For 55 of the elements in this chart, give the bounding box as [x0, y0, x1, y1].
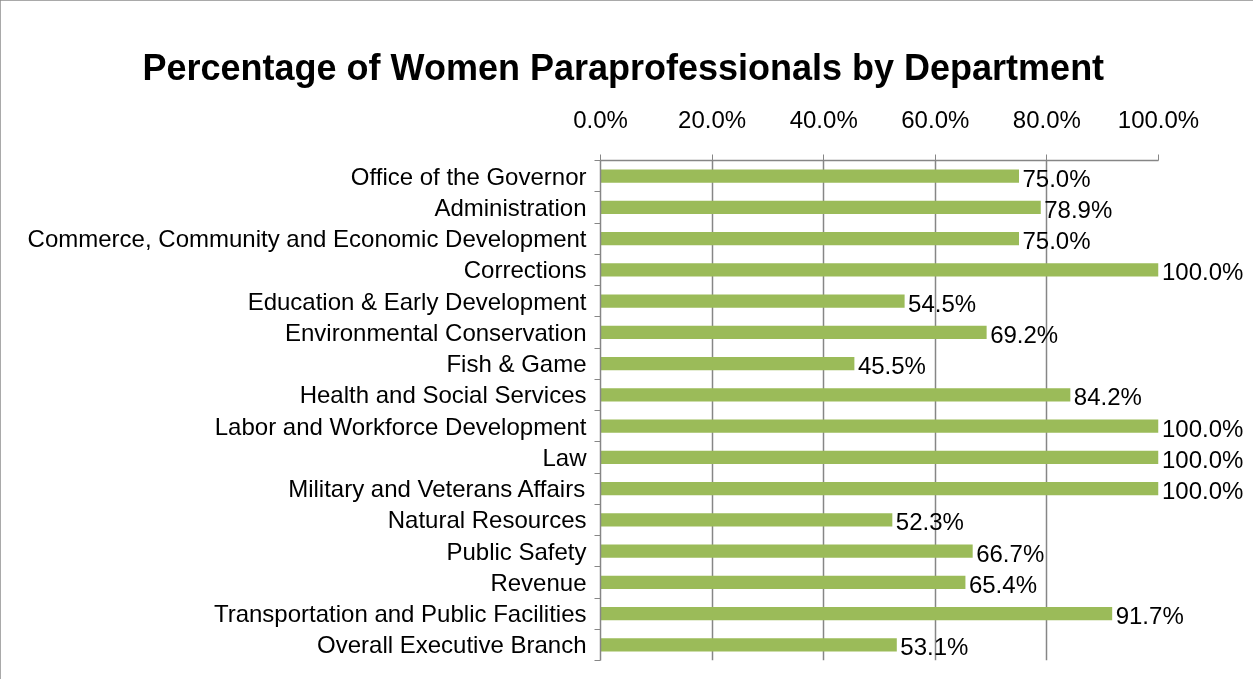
y-tick-label: Revenue — [490, 568, 587, 596]
bar — [600, 325, 987, 339]
x-tick-label: 80.0% — [1012, 105, 1081, 133]
data-label: 54.5% — [908, 289, 977, 318]
bar — [600, 263, 1159, 277]
bar — [600, 482, 1159, 496]
x-tick-label: 40.0% — [789, 105, 858, 133]
data-label: 100.0% — [1162, 477, 1244, 506]
bar — [600, 575, 966, 589]
data-label: 100.0% — [1162, 414, 1244, 443]
data-label: 65.4% — [968, 570, 1037, 599]
x-tick-label: 0.0% — [573, 105, 628, 133]
data-label: 100.0% — [1162, 445, 1244, 474]
y-tick-label: Health and Social Services — [299, 381, 587, 409]
x-tick-label: 20.0% — [678, 105, 747, 133]
y-tick-label: Fish & Game — [446, 350, 587, 378]
y-tick-label: Education & Early Development — [247, 287, 587, 315]
bar — [600, 388, 1071, 402]
y-tick-label: Office of the Governor — [350, 162, 587, 190]
bar — [600, 638, 897, 652]
y-tick-label: Labor and Workforce Development — [214, 412, 587, 440]
y-tick-label: Military and Veterans Affairs — [288, 475, 586, 503]
bar — [600, 544, 973, 558]
chart-title: Percentage of Women Paraprofessionals by Department — [142, 46, 1105, 88]
data-label: 84.2% — [1073, 383, 1142, 412]
data-label: 69.2% — [990, 320, 1059, 349]
bar — [600, 232, 1019, 246]
bar — [600, 294, 905, 308]
x-tick-label: 60.0% — [901, 105, 970, 133]
data-label: 75.0% — [1022, 227, 1091, 256]
bar — [600, 607, 1113, 621]
data-label: 66.7% — [976, 539, 1045, 568]
y-tick-label: Corrections — [463, 256, 587, 284]
data-label: 78.9% — [1044, 195, 1113, 224]
y-tick-label: Overall Executive Branch — [317, 631, 587, 659]
bar — [600, 169, 1019, 183]
bar — [600, 450, 1159, 464]
y-tick-label: Public Safety — [446, 537, 587, 565]
y-tick-label: Commerce, Community and Economic Development — [27, 225, 587, 253]
data-label: 52.3% — [895, 508, 964, 537]
y-tick-label: Environmental Conservation — [285, 318, 587, 346]
data-label: 75.0% — [1022, 164, 1091, 193]
y-tick-label: Administration — [434, 193, 587, 221]
y-tick-label: Natural Resources — [387, 506, 587, 534]
data-label: 91.7% — [1115, 602, 1184, 631]
y-tick-label: Law — [542, 443, 588, 471]
bar — [600, 513, 893, 527]
bar — [600, 200, 1041, 214]
data-label: 53.1% — [900, 633, 969, 662]
data-label: 45.5% — [857, 352, 926, 381]
y-tick-label: Transportation and Public Facilities — [213, 600, 587, 628]
bar — [600, 357, 855, 371]
data-label: 100.0% — [1162, 258, 1244, 287]
x-tick-label: 100.0% — [1117, 105, 1200, 133]
bar — [600, 419, 1159, 433]
